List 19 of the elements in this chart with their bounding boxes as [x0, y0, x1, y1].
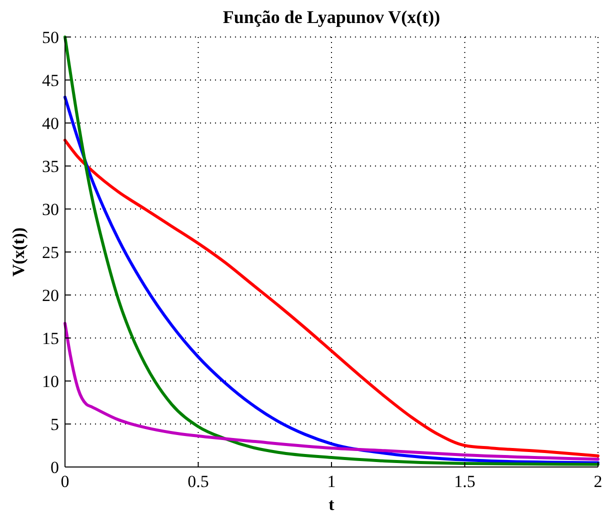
line-series	[64, 322, 600, 461]
x-axis-title: t	[328, 495, 335, 514]
y-tick-label: 15	[42, 328, 59, 348]
y-tick-label: 35	[42, 156, 59, 176]
y-tick-label: 5	[50, 414, 59, 434]
y-tick-label: 10	[42, 372, 59, 391]
y-axis-title: V(x(t))	[9, 227, 28, 277]
y-tick-label: 0	[50, 458, 59, 477]
y-tick-label: 25	[42, 242, 59, 262]
y-tick-label: 50	[42, 28, 59, 47]
x-tick-label: 1.5	[454, 472, 476, 491]
x-tick-label: 1	[327, 472, 336, 491]
y-tick-label: 30	[42, 200, 59, 219]
x-tick-label: 0.5	[188, 472, 209, 491]
chart-title: Função de Lyapunov V(x(t))	[222, 7, 440, 27]
y-tick-label: 40	[42, 114, 59, 133]
y-tick-label: 45	[42, 70, 59, 90]
y-tick-label: 20	[42, 286, 59, 305]
x-tick-label: 2	[594, 472, 602, 491]
